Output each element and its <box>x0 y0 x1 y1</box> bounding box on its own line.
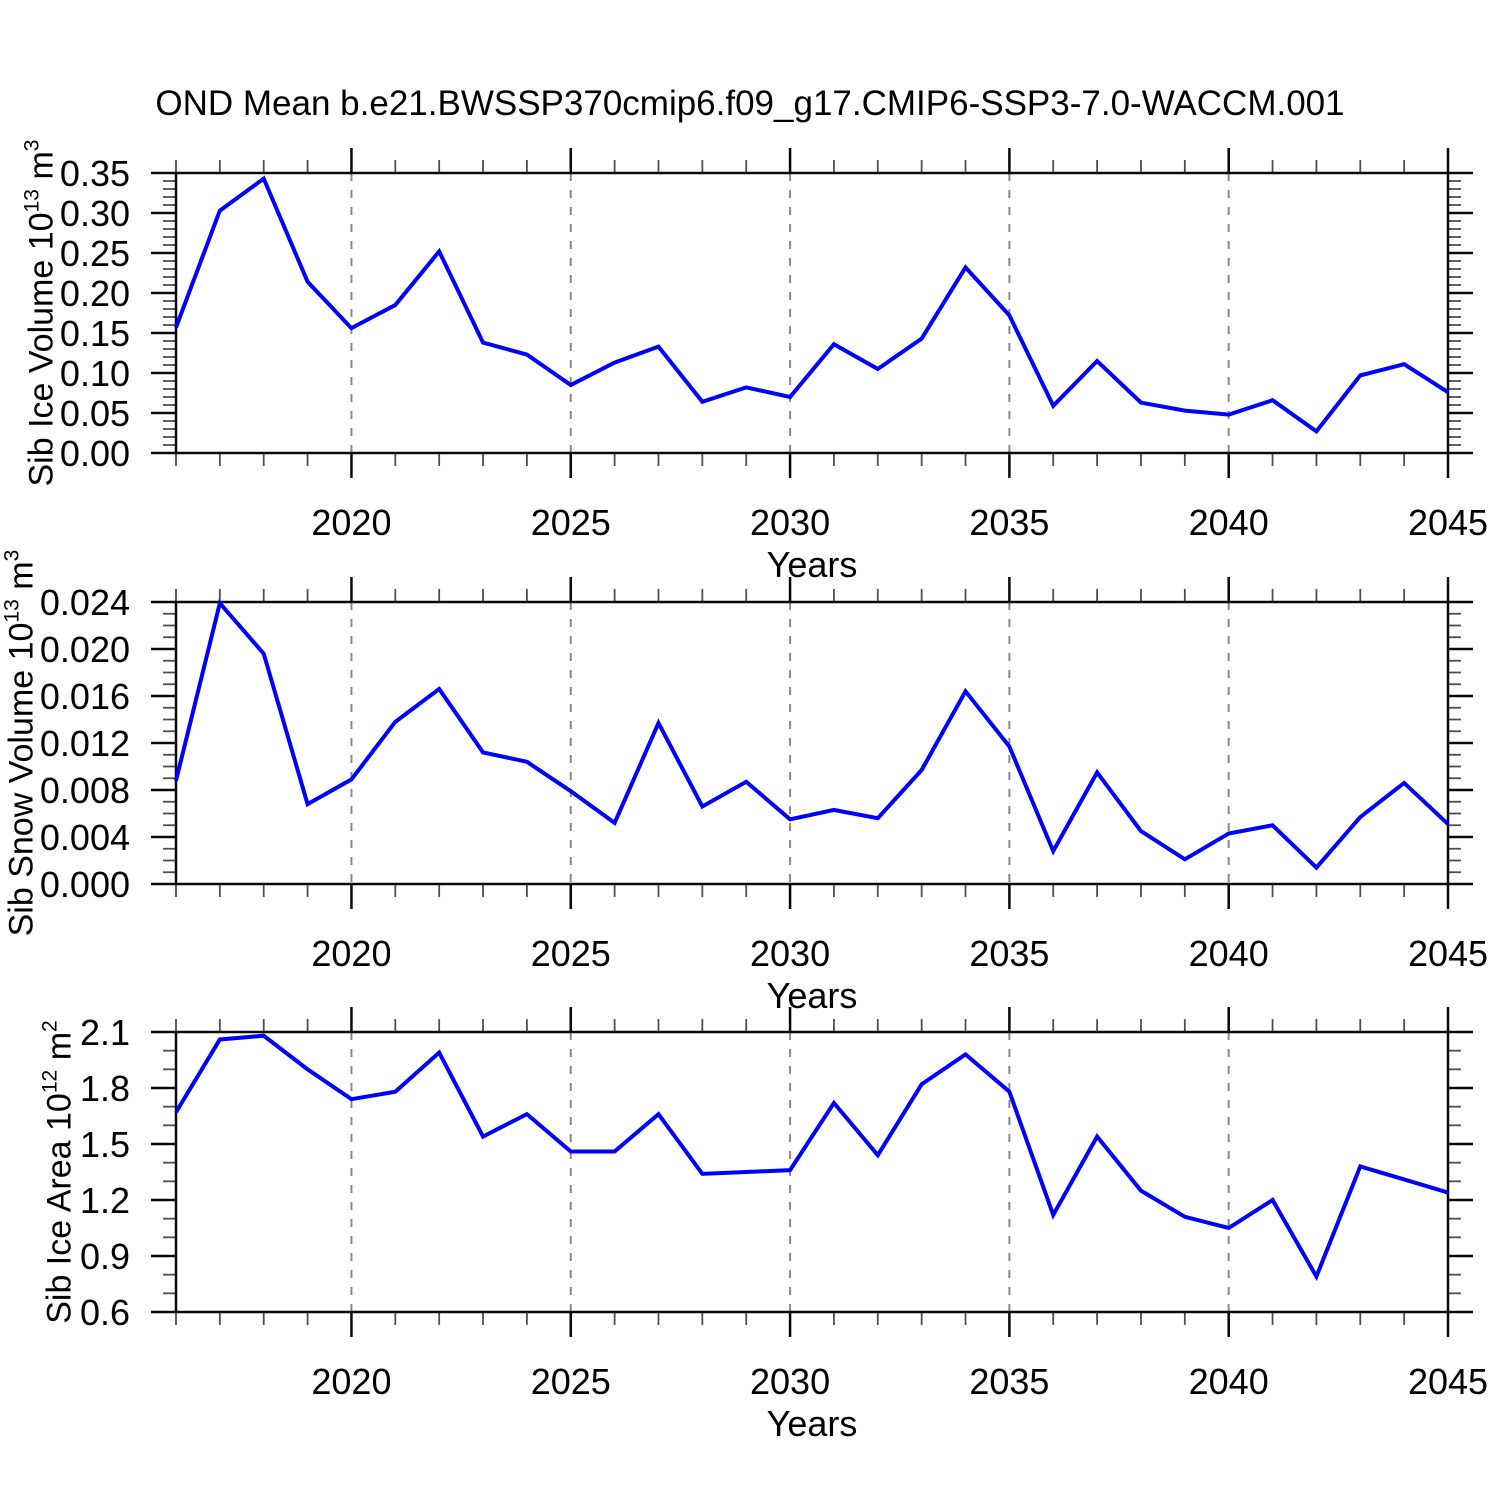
plot-frame <box>174 171 1450 455</box>
y-tick-label: 0.30 <box>60 193 130 234</box>
y-tick-label: 0.012 <box>40 723 130 764</box>
x-tick-label: 2025 <box>531 1361 611 1402</box>
x-axis-label: Years <box>767 1403 858 1444</box>
y-tick-label: 0.20 <box>60 273 130 314</box>
panel-sib-snow-volume: 0.000 0.004 0.008 0.012 0.016 0.020 0.024 2020 2… <box>40 577 1488 1016</box>
y-tick-label: 0.05 <box>60 393 130 434</box>
y-tick-label: 0.00 <box>60 433 130 474</box>
x-axis-label: Years <box>767 975 858 1016</box>
data-line-sib-ice-volume <box>174 175 1450 435</box>
y-tick-label: 2.1 <box>80 1012 130 1053</box>
y-tick-label: 0.020 <box>40 629 130 670</box>
y-tick-label: 1.2 <box>80 1180 130 1221</box>
y-tick-label: 1.8 <box>80 1068 130 1109</box>
data-line-sib-snow-volume <box>174 598 1450 871</box>
y-tick-label: 0.25 <box>60 233 130 274</box>
x-tick-label: 2025 <box>531 933 611 974</box>
x-tick-label: 2035 <box>969 1361 1049 1402</box>
x-tick-label: 2030 <box>750 933 830 974</box>
x-tick-label: 2045 <box>1408 933 1488 974</box>
y-tick-label: 1.5 <box>80 1124 130 1165</box>
x-tick-label: 2020 <box>311 1361 391 1402</box>
x-tick-label: 2040 <box>1189 502 1269 543</box>
x-tick-label: 2020 <box>311 502 391 543</box>
y-tick-label: 0.000 <box>40 864 130 905</box>
y-tick-label: 0.024 <box>40 582 130 623</box>
panel-sib-ice-volume: 0.000.050.100.150.200.250.300.35 2020 2025… <box>60 148 1488 585</box>
y-tick-label: 0.004 <box>40 817 130 858</box>
x-tick-label: 2040 <box>1189 933 1269 974</box>
x-tick-label: 2030 <box>750 502 830 543</box>
x-tick-label: 2045 <box>1408 1361 1488 1402</box>
y-tick-label: 0.35 <box>60 153 130 194</box>
y-tick-label: 0.016 <box>40 676 130 717</box>
plot-frame <box>174 1030 1450 1314</box>
plot-frame <box>174 600 1450 886</box>
x-tick-label: 2020 <box>311 933 391 974</box>
x-tick-label: 2040 <box>1189 1361 1269 1402</box>
y-tick-label: 0.008 <box>40 770 130 811</box>
y-tick-label: 0.6 <box>80 1292 130 1333</box>
y-tick-label: 0.9 <box>80 1236 130 1277</box>
panel-sib-ice-area: 0.6 0.9 1.2 1.5 1.8 2.1 2020 2025 2030 2035 2040 20… <box>80 1007 1488 1444</box>
x-tick-label: 2045 <box>1408 502 1488 543</box>
chart-title: OND Mean b.e21.BWSSP370cmip6.f09_g17.CMI… <box>155 84 1345 123</box>
y-tick-label: 0.10 <box>60 353 130 394</box>
x-tick-label: 2035 <box>969 502 1049 543</box>
y-tick-label: 0.15 <box>60 313 130 354</box>
x-tick-label: 2025 <box>531 502 611 543</box>
x-axis-label: Years <box>767 544 858 585</box>
x-tick-label: 2035 <box>969 933 1049 974</box>
x-tick-label: 2030 <box>750 1361 830 1402</box>
data-line-sib-ice-area <box>174 1033 1449 1282</box>
